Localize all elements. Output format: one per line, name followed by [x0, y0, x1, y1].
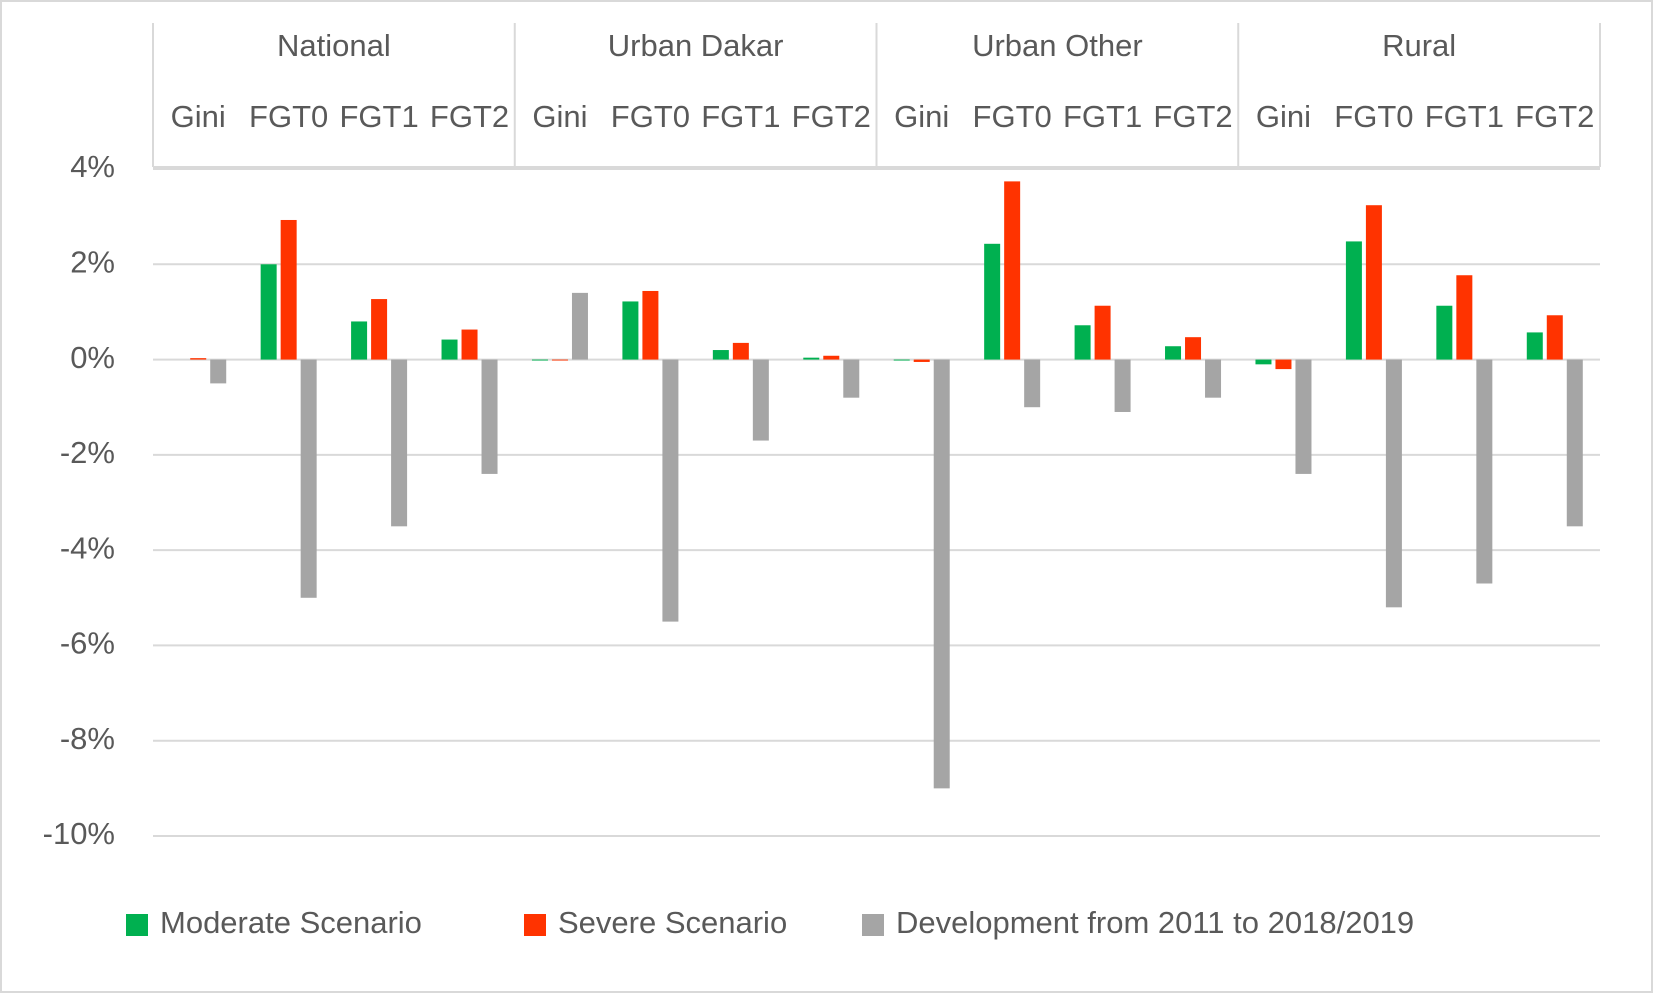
bar [1205, 359, 1222, 398]
bar [551, 359, 568, 361]
bar [984, 243, 1001, 360]
bar [210, 359, 227, 384]
bar [351, 321, 368, 360]
bar [300, 359, 317, 598]
bar [642, 290, 659, 360]
bar [1074, 325, 1091, 360]
x-tick-label: FGT0 [973, 99, 1052, 134]
bar [1114, 359, 1131, 412]
x-tick-label: FGT2 [1153, 99, 1232, 134]
legend-label: Severe Scenario [558, 905, 787, 940]
bar [1385, 359, 1402, 608]
y-tick-label: 0% [70, 340, 115, 375]
group-label: National [277, 28, 391, 63]
y-tick-label: -10% [43, 816, 115, 851]
bar [1476, 359, 1493, 584]
legend-swatch [862, 914, 884, 936]
bar [933, 359, 950, 789]
bar [571, 292, 588, 360]
y-tick-label: 2% [70, 244, 115, 279]
bar [1526, 332, 1543, 360]
bar [712, 350, 729, 360]
bar [843, 359, 860, 398]
bar [1275, 359, 1292, 370]
bar [1255, 359, 1272, 365]
legend-swatch [126, 914, 148, 936]
bar [1004, 181, 1021, 360]
bar [803, 357, 820, 360]
bar [752, 359, 769, 441]
legend-swatch [524, 914, 546, 936]
x-tick-label: FGT1 [1063, 99, 1142, 134]
x-tick-label: Gini [532, 99, 587, 134]
bar [371, 299, 388, 360]
bar [190, 358, 207, 360]
bar [1365, 205, 1382, 360]
bar [280, 219, 297, 360]
legend-label: Development from 2011 to 2018/2019 [896, 905, 1414, 940]
bar [1456, 275, 1473, 360]
x-tick-label: FGT2 [1515, 99, 1594, 134]
bar [622, 301, 639, 360]
bar [1024, 359, 1041, 408]
bar [1094, 305, 1111, 360]
x-tick-label: FGT0 [611, 99, 690, 134]
bar [391, 359, 408, 527]
y-tick-label: -4% [60, 530, 115, 565]
bar [461, 329, 478, 360]
bar [260, 264, 277, 360]
bar [531, 359, 548, 361]
bar [662, 359, 679, 622]
x-tick-label: FGT2 [792, 99, 871, 134]
x-tick-label: FGT1 [701, 99, 780, 134]
x-tick-label: FGT1 [339, 99, 418, 134]
bar [1295, 359, 1312, 474]
y-tick-label: -2% [60, 435, 115, 470]
bar [823, 355, 840, 360]
x-tick-label: FGT1 [1425, 99, 1504, 134]
y-tick-label: 4% [70, 149, 115, 184]
group-label: Urban Other [972, 28, 1143, 63]
x-tick-label: FGT0 [249, 99, 328, 134]
x-tick-label: FGT0 [1334, 99, 1413, 134]
x-tick-label: Gini [171, 99, 226, 134]
bar [913, 359, 930, 362]
y-tick-label: -6% [60, 626, 115, 661]
bar [893, 359, 910, 361]
group-label: Urban Dakar [608, 28, 784, 63]
bar [732, 342, 749, 360]
x-tick-label: FGT2 [430, 99, 509, 134]
group-label: Rural [1382, 28, 1456, 63]
bar [1165, 346, 1182, 360]
bar [1436, 305, 1453, 360]
x-tick-label: Gini [1256, 99, 1311, 134]
bar [1566, 359, 1583, 527]
bar [1345, 241, 1362, 360]
bar [1185, 337, 1202, 360]
x-tick-label: Gini [894, 99, 949, 134]
bar [441, 339, 458, 360]
bar [481, 359, 498, 474]
bar [1546, 315, 1563, 360]
y-tick-label: -8% [60, 721, 115, 756]
legend-label: Moderate Scenario [160, 905, 422, 940]
